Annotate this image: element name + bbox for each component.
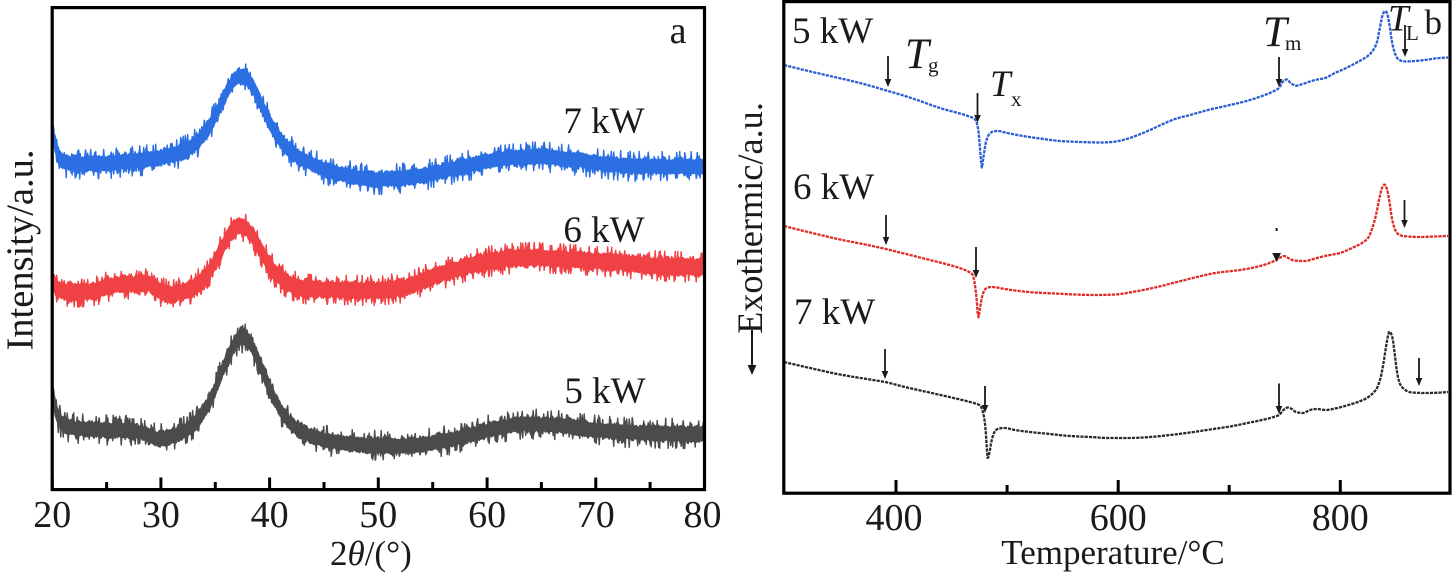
svg-text:L: L: [1406, 21, 1419, 45]
svg-text:800: 800: [1312, 497, 1369, 539]
svg-text:T: T: [990, 64, 1013, 105]
svg-text:Intensity/a.u.: Intensity/a.u.: [0, 149, 42, 350]
svg-text:7 kW: 7 kW: [794, 292, 875, 333]
svg-text:2θ/(°): 2θ/(°): [330, 534, 412, 573]
svg-text:7 kW: 7 kW: [563, 101, 644, 142]
svg-text:40: 40: [251, 494, 289, 536]
svg-text:a: a: [670, 10, 687, 52]
svg-text:50: 50: [359, 494, 397, 536]
svg-text:400: 400: [866, 497, 923, 539]
svg-text:6 kW: 6 kW: [563, 210, 644, 251]
svg-text:m: m: [1285, 31, 1301, 55]
svg-text:6 kW: 6 kW: [793, 167, 874, 208]
svg-text:30: 30: [142, 494, 180, 536]
svg-text:g: g: [928, 53, 939, 77]
svg-text:T: T: [905, 31, 932, 78]
svg-text:70: 70: [577, 494, 615, 536]
svg-text:60: 60: [468, 494, 506, 536]
svg-text:Exothermic/a.u.: Exothermic/a.u.: [730, 102, 770, 334]
svg-text:80: 80: [684, 494, 722, 536]
svg-text:Temperature/°C: Temperature/°C: [1001, 533, 1224, 572]
svg-text:x: x: [1011, 87, 1022, 111]
svg-text:5 kW: 5 kW: [792, 11, 873, 52]
svg-text:600: 600: [1090, 497, 1147, 539]
svg-text:T: T: [1263, 9, 1290, 56]
svg-text:5 kW: 5 kW: [564, 371, 645, 412]
svg-text:20: 20: [33, 494, 71, 536]
svg-text:b: b: [1425, 3, 1443, 42]
